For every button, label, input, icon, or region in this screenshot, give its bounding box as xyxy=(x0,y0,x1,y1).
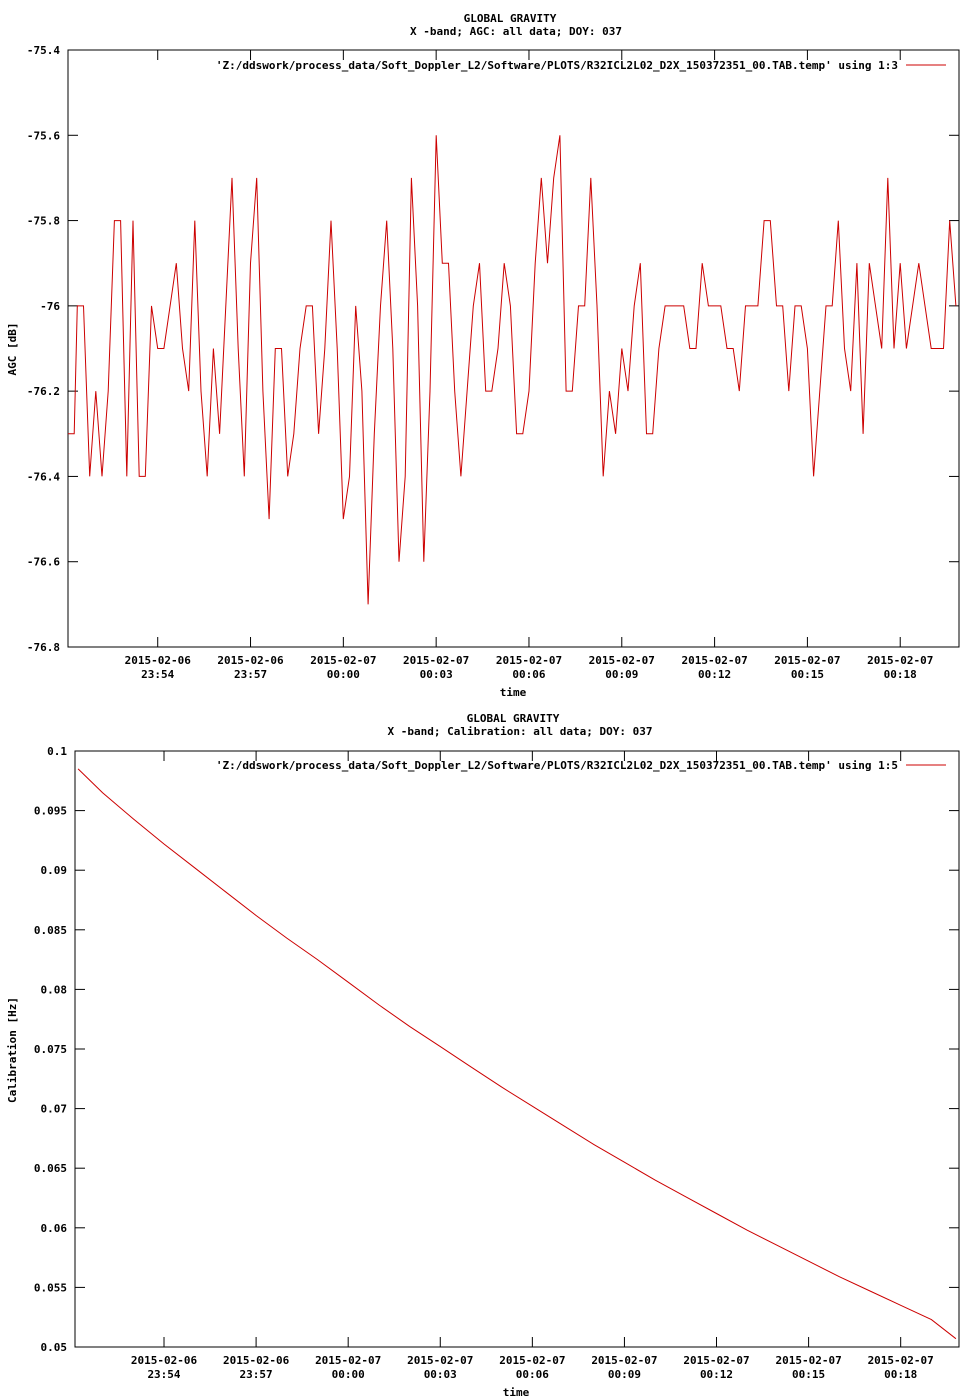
agc-y-tick-label: -75.4 xyxy=(27,44,60,57)
calibration-x-tick-time: 00:06 xyxy=(516,1368,549,1381)
calibration-series-line xyxy=(77,768,957,1340)
calibration-x-tick-date: 2015-02-06 xyxy=(131,1354,198,1367)
calibration-x-tick-time: 00:18 xyxy=(884,1368,917,1381)
calibration-y-axis: 0.1 0.095 0.09 0.085 0.08 0.075 0.07 0.065 0.06 0… xyxy=(34,745,959,1354)
agc-y-tick-label: -76.2 xyxy=(27,385,60,398)
calibration-y-tick-label: 0.08 xyxy=(41,983,68,996)
agc-y-tick-label: -75.6 xyxy=(27,129,60,142)
agc-x-tick-time: 00:18 xyxy=(884,668,917,681)
agc-x-tick-time: 00:00 xyxy=(327,668,360,681)
agc-legend: 'Z:/ddswork/process_data/Soft_Doppler_L2… xyxy=(216,59,946,72)
calibration-y-tick-label: 0.055 xyxy=(34,1281,67,1294)
agc-x-tick-date: 2015-02-07 xyxy=(403,654,469,667)
calibration-x-tick-date: 2015-02-07 xyxy=(683,1354,749,1367)
calibration-plot-frame xyxy=(74,750,960,1348)
calibration-y-tick-label: 0.05 xyxy=(41,1341,68,1354)
calibration-chart-title: GLOBAL GRAVITY xyxy=(467,712,560,725)
agc-y-tick-label: -76.8 xyxy=(27,641,60,654)
agc-y-tick-label: -76.6 xyxy=(27,556,60,569)
agc-plot-frame xyxy=(67,49,960,648)
calibration-y-tick-label: 0.06 xyxy=(41,1222,68,1235)
agc-x-axis: 2015-02-0623:542015-02-0623:572015-02-07… xyxy=(125,50,933,681)
calibration-x-axis-label: time xyxy=(503,1386,530,1399)
calibration-y-tick-label: 0.095 xyxy=(34,805,67,818)
calibration-legend: 'Z:/ddswork/process_data/Soft_Doppler_L2… xyxy=(216,759,946,772)
agc-x-tick-time: 23:54 xyxy=(141,668,174,681)
calibration-y-tick-label: 0.1 xyxy=(47,745,67,758)
agc-x-tick-date: 2015-02-07 xyxy=(589,654,655,667)
calibration-x-tick-date: 2015-02-06 xyxy=(223,1354,290,1367)
agc-x-axis-label: time xyxy=(500,686,527,699)
agc-y-tick-label: -75.8 xyxy=(27,215,60,228)
calibration-y-axis-label: Calibration [Hz] xyxy=(6,997,19,1103)
calibration-chart: GLOBAL GRAVITY X -band; Calibration: all… xyxy=(6,712,960,1399)
calibration-legend-label: 'Z:/ddswork/process_data/Soft_Doppler_L2… xyxy=(216,759,898,772)
calibration-x-tick-date: 2015-02-07 xyxy=(499,1354,565,1367)
agc-x-tick-time: 00:06 xyxy=(512,668,545,681)
agc-x-tick-date: 2015-02-07 xyxy=(496,654,562,667)
calibration-x-tick-time: 00:09 xyxy=(608,1368,641,1381)
calibration-x-tick-time: 23:54 xyxy=(147,1368,180,1381)
calibration-x-tick-date: 2015-02-07 xyxy=(591,1354,657,1367)
calibration-y-tick-label: 0.09 xyxy=(41,864,68,877)
calibration-x-axis: 2015-02-0623:542015-02-0623:572015-02-07… xyxy=(131,751,934,1381)
agc-x-tick-date: 2015-02-06 xyxy=(125,654,192,667)
calibration-x-tick-time: 00:12 xyxy=(700,1368,733,1381)
agc-series-line xyxy=(68,135,957,605)
calibration-x-tick-date: 2015-02-07 xyxy=(775,1354,841,1367)
agc-x-tick-time: 00:09 xyxy=(605,668,638,681)
agc-y-tick-label: -76.4 xyxy=(27,470,60,483)
calibration-x-tick-time: 00:03 xyxy=(424,1368,457,1381)
agc-y-axis-label: AGC [dB] xyxy=(6,323,19,376)
agc-x-tick-date: 2015-02-07 xyxy=(310,654,376,667)
agc-chart-subtitle: X -band; AGC: all data; DOY: 037 xyxy=(410,25,622,38)
calibration-chart-subtitle: X -band; Calibration: all data; DOY: 037 xyxy=(388,725,653,738)
agc-x-tick-time: 23:57 xyxy=(234,668,267,681)
agc-x-tick-date: 2015-02-07 xyxy=(681,654,747,667)
calibration-y-tick-label: 0.085 xyxy=(34,924,67,937)
agc-legend-label: 'Z:/ddswork/process_data/Soft_Doppler_L2… xyxy=(216,59,898,72)
calibration-y-tick-label: 0.065 xyxy=(34,1162,67,1175)
agc-x-tick-date: 2015-02-07 xyxy=(774,654,840,667)
agc-chart: GLOBAL GRAVITY X -band; AGC: all data; D… xyxy=(6,12,960,699)
agc-y-axis: -75.4 -75.6 -75.8 -76 -76.2 -76.4 -76.6 -76.8 xyxy=(27,44,959,654)
calibration-x-tick-time: 00:15 xyxy=(792,1368,825,1381)
agc-y-tick-label: -76 xyxy=(40,300,60,313)
agc-x-tick-time: 00:03 xyxy=(420,668,453,681)
agc-x-tick-time: 00:12 xyxy=(698,668,731,681)
calibration-x-tick-date: 2015-02-07 xyxy=(868,1354,934,1367)
agc-x-tick-date: 2015-02-06 xyxy=(217,654,284,667)
calibration-x-tick-time: 00:00 xyxy=(332,1368,365,1381)
agc-x-tick-time: 00:15 xyxy=(791,668,824,681)
calibration-y-tick-label: 0.07 xyxy=(41,1103,68,1116)
calibration-y-tick-label: 0.075 xyxy=(34,1043,67,1056)
calibration-x-tick-date: 2015-02-07 xyxy=(407,1354,473,1367)
agc-x-tick-date: 2015-02-07 xyxy=(867,654,933,667)
calibration-x-tick-time: 23:57 xyxy=(240,1368,273,1381)
calibration-x-tick-date: 2015-02-07 xyxy=(315,1354,381,1367)
agc-chart-title: GLOBAL GRAVITY xyxy=(464,12,557,25)
